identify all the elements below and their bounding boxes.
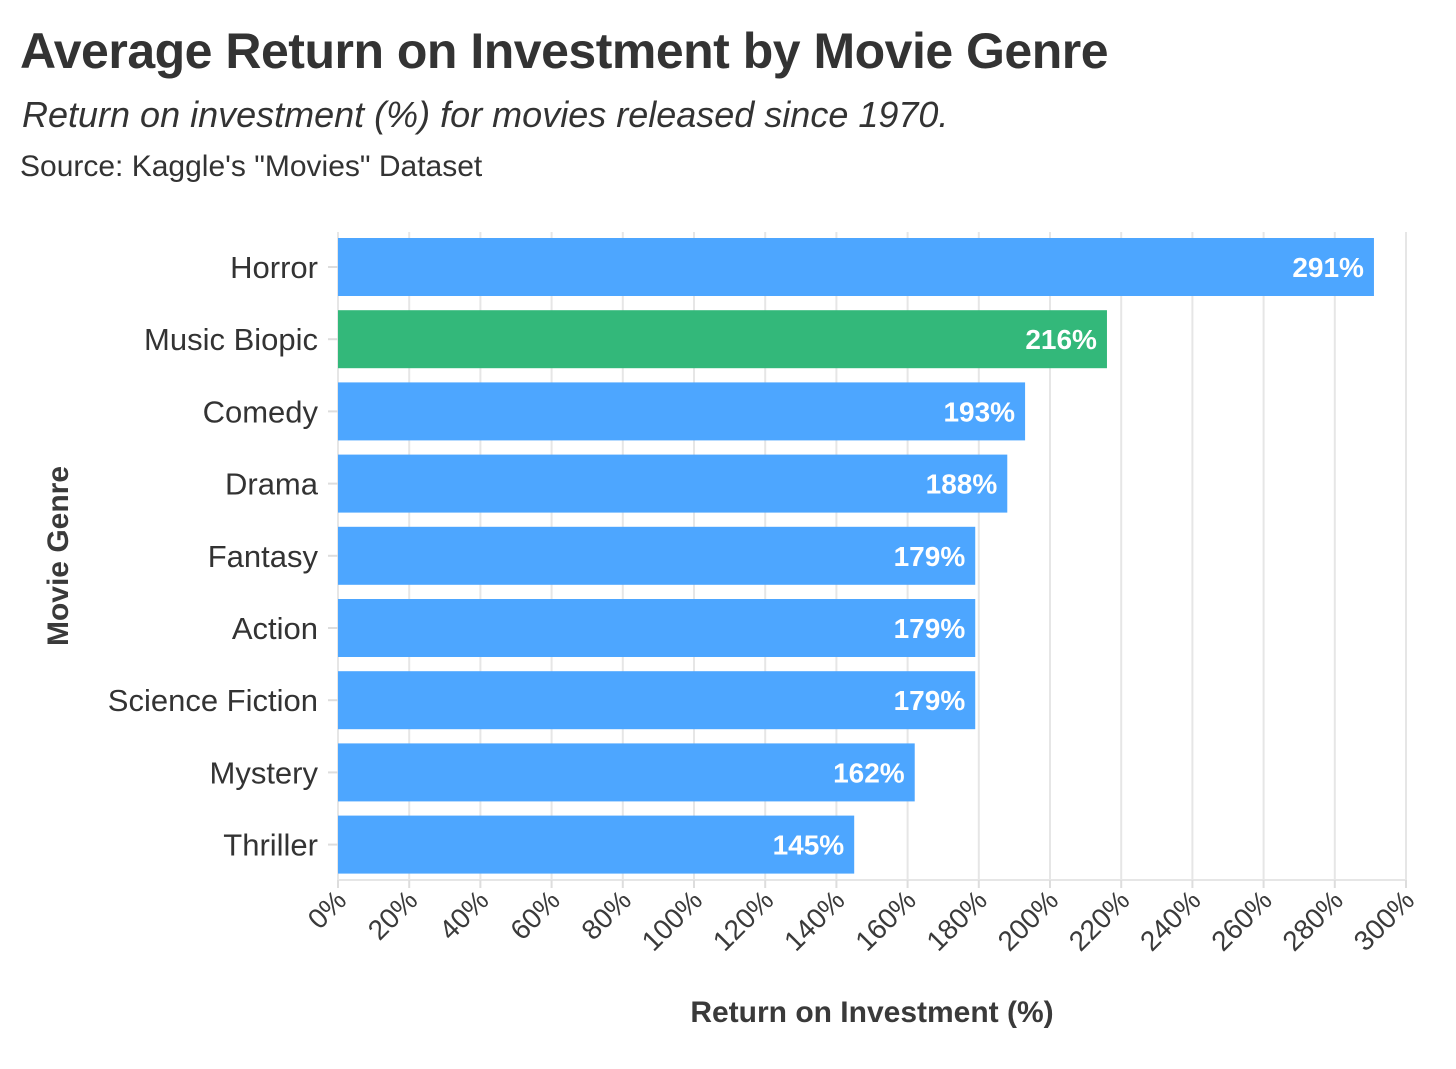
data-label: 145% xyxy=(773,830,845,861)
bar xyxy=(338,743,915,802)
x-tick-label: 300% xyxy=(1348,884,1421,957)
x-tick-label: 20% xyxy=(362,884,424,946)
x-tick-label: 60% xyxy=(504,884,566,946)
chart-source: Source: Kaggle's "Movies" Dataset xyxy=(20,150,483,183)
x-axis-ticks: 0% 20% 40% 60% 80%100%120%140%160%180%200%22… xyxy=(302,880,1421,957)
x-tick-label: 140% xyxy=(778,884,851,957)
x-tick-label: 200% xyxy=(992,884,1065,957)
data-label: 179% xyxy=(894,613,966,644)
x-tick-label: 40% xyxy=(433,884,495,946)
y-axis-labels: Horror Music Biopic Comedy Drama Fantasy Acti… xyxy=(108,250,338,863)
data-label: 162% xyxy=(833,757,905,788)
data-label: 179% xyxy=(894,541,966,572)
x-tick-label: 80% xyxy=(575,884,637,946)
category-label: Music Biopic xyxy=(144,322,318,357)
chart-title: Average Return on Investment by Movie Ge… xyxy=(20,23,1109,79)
category-label: Fantasy xyxy=(208,539,319,574)
x-tick-label: 160% xyxy=(849,884,922,957)
bar xyxy=(338,526,976,585)
bars xyxy=(338,238,1374,874)
category-label: Comedy xyxy=(203,394,319,429)
category-label: Thriller xyxy=(223,828,318,863)
data-label: 179% xyxy=(894,685,966,716)
x-tick-label: 180% xyxy=(920,884,993,957)
data-label: 291% xyxy=(1292,252,1364,283)
x-tick-label: 240% xyxy=(1134,884,1207,957)
data-label: 193% xyxy=(943,396,1015,427)
category-label: Drama xyxy=(225,467,319,502)
x-tick-label: 220% xyxy=(1063,884,1136,957)
data-label: 216% xyxy=(1025,324,1097,355)
bar xyxy=(338,310,1107,369)
bar xyxy=(338,815,855,874)
category-label: Mystery xyxy=(210,755,319,790)
data-label: 188% xyxy=(926,469,998,500)
y-axis-title: Movie Genre xyxy=(42,466,75,646)
x-tick-label: 280% xyxy=(1276,884,1349,957)
x-axis-title: Return on Investment (%) xyxy=(690,996,1053,1029)
bar xyxy=(338,454,1008,513)
chart-subtitle: Return on investment (%) for movies rele… xyxy=(22,94,949,135)
category-label: Action xyxy=(232,611,318,646)
data-labels: 291% 216% 193% 188% 179% 179% 179% 162% 145% xyxy=(771,250,1366,863)
bar xyxy=(338,382,1026,441)
x-tick-label: 0% xyxy=(302,884,353,935)
x-tick-label: 100% xyxy=(636,884,709,957)
category-label: Horror xyxy=(230,250,318,285)
x-tick-label: 120% xyxy=(707,884,780,957)
bar xyxy=(338,599,976,657)
bar xyxy=(338,238,1374,296)
bar xyxy=(338,671,976,730)
x-tick-label: 260% xyxy=(1205,884,1278,957)
category-label: Science Fiction xyxy=(108,683,318,718)
